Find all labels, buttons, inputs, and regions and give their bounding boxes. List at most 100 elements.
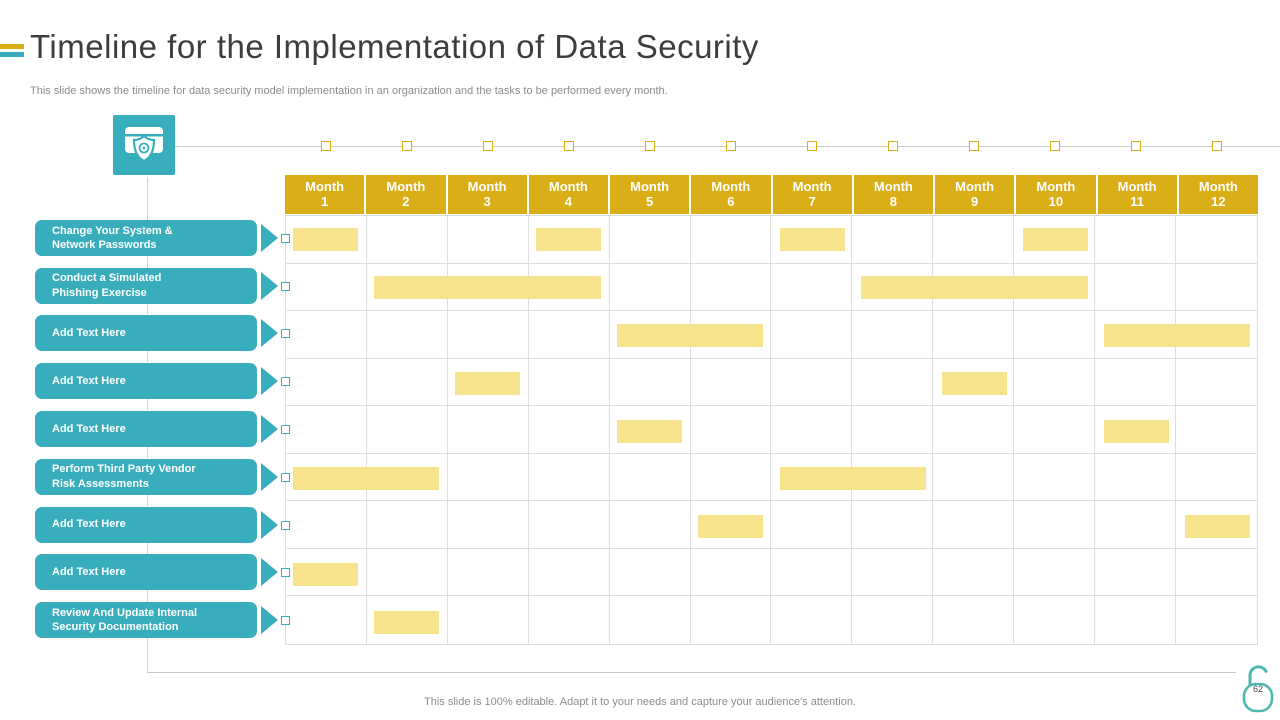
browser-shield-lock-glyph	[125, 127, 163, 163]
task-label-9[interactable]: Review And Update Internal Security Docu…	[35, 602, 257, 639]
gantt-bar[interactable]	[374, 276, 602, 300]
month-header-cell: Month 7	[772, 175, 854, 214]
month-header-text: Month	[467, 178, 507, 194]
grid-cell	[1095, 406, 1177, 454]
month-header-text: Month	[1036, 178, 1076, 194]
timeline-marker-square	[1212, 141, 1223, 151]
gantt-bar[interactable]	[617, 419, 683, 443]
gantt-bar[interactable]	[698, 515, 764, 539]
grid-cell	[771, 548, 853, 597]
grid-cell	[609, 406, 691, 454]
grid-cell	[690, 501, 772, 549]
grid-cell	[366, 311, 448, 359]
month-header-text: Month	[548, 178, 588, 194]
grid-cell	[1176, 454, 1257, 502]
task-label-arrow-icon	[261, 415, 278, 443]
task-label-arrow-icon	[261, 606, 278, 635]
gantt-bar[interactable]	[293, 562, 359, 586]
gantt-bar[interactable]	[1103, 323, 1250, 347]
grid-cell	[1014, 596, 1096, 644]
grid-cell	[447, 548, 529, 597]
bottom-connector-line	[147, 672, 1237, 673]
grid-cell	[1014, 501, 1096, 549]
grid-cell	[286, 406, 367, 454]
task-label-5[interactable]: Add Text Here	[35, 411, 257, 447]
grid-cell	[690, 311, 772, 359]
grid-cell	[1176, 549, 1257, 597]
grid-cell	[1176, 501, 1257, 549]
grid-cell	[610, 596, 691, 644]
grid-cell	[366, 358, 448, 407]
grid-cell	[447, 501, 529, 549]
task-label-2[interactable]: Conduct a Simulated Phishing Exercise	[35, 267, 257, 304]
grid-cell	[448, 596, 529, 644]
month-header-text: Month	[1198, 178, 1238, 194]
month-header-text: 1	[321, 193, 329, 209]
grid-cell	[366, 501, 448, 549]
task-label-arrow-icon	[261, 558, 278, 587]
month-header-text: 11	[1130, 193, 1144, 209]
grid-cell	[447, 311, 529, 359]
grid-cell	[528, 406, 610, 454]
gantt-bar[interactable]	[293, 467, 440, 491]
browser-shield-lock-icon	[113, 115, 175, 175]
gantt-bar[interactable]	[374, 610, 440, 634]
month-header-cell: Month 2	[366, 175, 448, 214]
row-marker-square	[281, 520, 290, 530]
gantt-bar[interactable]	[1184, 515, 1250, 539]
month-header-text: Month	[873, 178, 913, 194]
month-header-cell: Month 3	[447, 175, 529, 214]
gantt-bar[interactable]	[860, 276, 1088, 300]
gantt-bar[interactable]	[1103, 419, 1169, 443]
gantt-bar[interactable]	[779, 467, 926, 491]
grid-cell	[366, 548, 448, 597]
timeline-marker-square	[888, 141, 899, 151]
grid-cell	[609, 263, 691, 312]
grid-cell	[771, 358, 853, 407]
grid-cell	[933, 548, 1015, 597]
timeline-marker-square	[1050, 141, 1061, 151]
gantt-grid-body	[285, 215, 1258, 645]
gantt-bar[interactable]	[779, 228, 845, 252]
gantt-bar[interactable]	[1022, 228, 1088, 252]
grid-cell	[852, 596, 934, 644]
gantt-bar[interactable]	[941, 371, 1007, 395]
grid-cell	[690, 406, 772, 454]
grid-cell	[933, 596, 1015, 644]
task-label-6[interactable]: Perform Third Party Vendor Risk Assessme…	[35, 458, 257, 495]
month-header-cell: Month 12	[1178, 175, 1258, 214]
grid-cell	[1014, 453, 1096, 502]
month-header-text: 6	[727, 193, 735, 209]
month-header-text: Month	[711, 178, 751, 194]
grid-cell	[1014, 263, 1096, 312]
task-label-4[interactable]: Add Text Here	[35, 363, 257, 400]
grid-cell	[528, 501, 610, 549]
gantt-bar[interactable]	[617, 323, 764, 347]
month-header-row: Month 1 Month 2 Month 3 Month 4 Month 5 Month 6 Mont…	[285, 175, 1258, 214]
gantt-bar[interactable]	[293, 228, 359, 252]
month-header-cell: Month 8	[853, 175, 935, 214]
grid-cell	[852, 548, 934, 597]
grid-cell	[1176, 264, 1257, 312]
gantt-bar[interactable]	[455, 371, 521, 395]
month-header-text: 12	[1211, 193, 1226, 209]
grid-cell	[933, 453, 1015, 502]
task-label-1[interactable]: Change Your System & Network Passwords	[35, 219, 257, 256]
grid-cell	[933, 501, 1015, 549]
grid-cell	[1014, 216, 1096, 264]
month-header-text: 10	[1048, 193, 1064, 209]
month-header-text: 8	[889, 193, 897, 209]
title-accent-dash-teal	[0, 52, 24, 57]
month-header-text: 4	[564, 193, 572, 209]
grid-cell	[366, 406, 448, 454]
grid-cell	[447, 406, 529, 454]
row-marker-square	[281, 616, 290, 626]
month-header-text: Month	[305, 178, 345, 194]
task-label-7[interactable]: Add Text Here	[35, 506, 257, 543]
task-label-8[interactable]: Add Text Here	[35, 554, 257, 591]
grid-cell	[690, 263, 772, 312]
grid-cell	[609, 453, 691, 502]
gantt-bar[interactable]	[536, 228, 602, 252]
task-label-3[interactable]: Add Text Here	[35, 315, 257, 352]
